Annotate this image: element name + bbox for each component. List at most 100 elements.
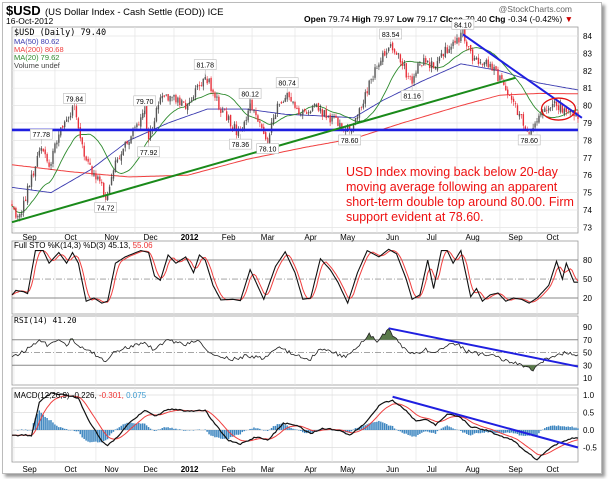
macd-histogram-bar [442, 427, 445, 430]
macd-histogram-bar [413, 430, 415, 437]
candle-body [419, 64, 421, 66]
macd-histogram-bar [233, 430, 236, 436]
macd-histogram-bar [540, 430, 542, 431]
candle-body [282, 102, 284, 103]
candle-body [448, 49, 450, 53]
candle-body [387, 47, 390, 51]
candle-body [417, 63, 419, 74]
month-label: Aug [465, 465, 479, 474]
peak-label: 84.10 [454, 22, 472, 29]
peak-label-box [63, 93, 86, 104]
candle-body [391, 42, 394, 51]
macd-histogram-bar [547, 426, 550, 430]
candle-body [389, 44, 392, 47]
candle-body [405, 63, 407, 78]
macd-histogram-bar [571, 426, 573, 430]
candle-body [428, 62, 431, 68]
macd-histogram-bar [440, 428, 443, 430]
macd-histogram-bar [239, 430, 242, 435]
candle-body [87, 158, 89, 162]
candle-body [473, 58, 476, 60]
peak-label-box [256, 143, 279, 154]
macd-histogram-bar [77, 430, 80, 432]
macd-histogram-bar [368, 423, 370, 430]
candle-body [325, 109, 327, 119]
candle-body [510, 95, 513, 100]
macd-histogram-bar [206, 430, 208, 432]
candle-body [487, 59, 489, 68]
macd-histogram-bar [253, 427, 255, 430]
macd-histogram-bar [403, 430, 405, 434]
candle-body [159, 97, 162, 104]
candle-body [452, 41, 454, 47]
macd-histogram-bar [46, 418, 48, 430]
candle-body [309, 111, 312, 114]
macd-histogram-bar [282, 422, 284, 430]
candle-body [220, 109, 222, 113]
macd-histogram-bar [231, 430, 234, 437]
macd-signal-line [12, 395, 579, 456]
macd-histogram-bar [100, 430, 103, 443]
macd-histogram-bar [464, 430, 466, 433]
macd-histogram-bar [567, 426, 569, 430]
peak-label: 78.60 [341, 138, 359, 145]
macd-histogram-bar [309, 430, 312, 434]
macd-histogram-bar [473, 430, 476, 434]
macd-histogram-bar [147, 427, 150, 430]
candle-body [333, 117, 335, 118]
peak-label-box [400, 90, 424, 101]
candle-body [253, 109, 255, 112]
rsi-label: RSI(14) 41.20 [14, 316, 77, 325]
macd-histogram-bar [302, 430, 304, 433]
macd-histogram-bar [452, 428, 454, 430]
macd-histogram-bar [259, 428, 261, 430]
candle-body [106, 195, 109, 200]
macd-histogram-bar [407, 430, 409, 435]
macd-histogram-bar [382, 422, 384, 430]
candle-body [167, 94, 169, 101]
legend-price: $USD (Daily) 79.40 [14, 28, 106, 38]
macd-histogram-bar [501, 430, 503, 433]
candle-body [315, 104, 318, 106]
macd-histogram-bar [569, 426, 571, 430]
candle-body [549, 107, 552, 109]
candle-body [540, 113, 542, 116]
peak-label: 81.16 [403, 93, 421, 100]
peak-label-box [133, 95, 157, 107]
macd-histogram-bar [42, 414, 44, 430]
annotation-line: USD Index moving back below 20-day [346, 165, 559, 179]
candle-body [321, 109, 324, 117]
macd-histogram-bar [102, 430, 105, 442]
candle-body [132, 128, 134, 137]
month-label: Oct [546, 465, 559, 474]
month-label: 2012 [181, 233, 199, 242]
macd-histogram-bar [17, 430, 19, 431]
macd-histogram-bar [462, 430, 464, 433]
candle-body [425, 58, 427, 63]
peak-label-box [94, 202, 117, 213]
sto-axis-label: 20 [583, 294, 592, 303]
peak-label: 78.10 [259, 147, 277, 154]
peak-label: 79.70 [136, 99, 154, 106]
candle-body [259, 121, 261, 123]
macd-histogram-bar [141, 423, 144, 430]
candle-body [32, 173, 35, 176]
macd-histogram-bar [577, 428, 579, 430]
low-value: 79.17 [416, 14, 438, 24]
candle-body [386, 52, 388, 55]
macd-histogram-bar [376, 421, 378, 430]
macd-histogram-bar [116, 428, 119, 430]
macd-histogram-bar [38, 410, 41, 430]
candle-body [21, 213, 23, 215]
sto-label: Full STO %K(14,3) %D(3) 45.13, [14, 241, 130, 250]
macd-histogram-bar [126, 422, 128, 430]
candle-body [136, 124, 138, 128]
peak-label-box [137, 146, 160, 158]
candle-body [202, 78, 204, 87]
candle-body [313, 104, 316, 107]
macd-histogram-bar [510, 430, 513, 433]
candle-body [495, 66, 497, 70]
macd-histogram-bar [573, 427, 575, 430]
rsi-trendline [388, 327, 579, 368]
candle-body [290, 96, 292, 102]
